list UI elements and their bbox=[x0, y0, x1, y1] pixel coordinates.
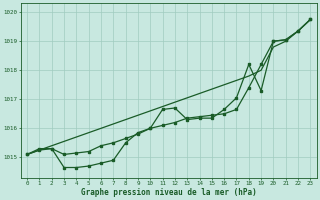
X-axis label: Graphe pression niveau de la mer (hPa): Graphe pression niveau de la mer (hPa) bbox=[81, 188, 257, 197]
